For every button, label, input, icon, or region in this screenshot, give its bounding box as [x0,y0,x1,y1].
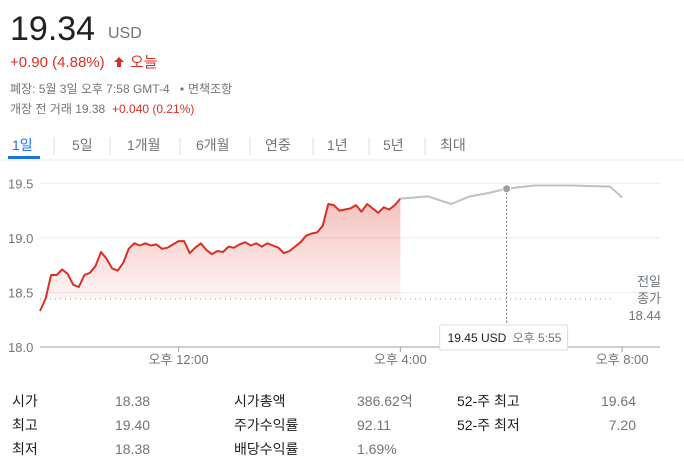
change: +0.90 (4.88%) [10,54,105,71]
tooltip-point [502,184,512,194]
price-line [39,197,402,312]
x-tick-label: 오후 8:00 [596,352,649,367]
disclaimer-link[interactable]: 면책조항 [188,81,232,96]
area [40,198,401,311]
tab[interactable]: 1개월 [127,137,161,153]
stat-value: 7.20 [609,417,636,433]
price: 19.34 [10,10,95,48]
tab[interactable]: 연중 [265,137,291,153]
period: 오늘 [130,54,158,71]
premarket: 개장 전 거래 19.38 [10,102,106,116]
y-tick-label: 19.5 [8,176,33,191]
x-tick-label: 오후 4:00 [374,352,427,367]
stat-label: 52-주 최저 [457,417,520,433]
tooltip-box [439,324,569,351]
previous-close-label: 전일 [637,274,661,289]
close-info: 폐장: 5월 3일 오후 7:58 GMT-4 [10,82,170,96]
tab[interactable]: 최대 [440,137,466,153]
separator-dot [180,87,184,91]
tab[interactable]: 5일 [72,137,93,153]
stat-label: 주가수익률 [234,417,299,433]
stat-value: 19.40 [115,417,150,433]
stat-label: 52-주 최고 [457,393,520,409]
chart: 18.0 18.5 19.0 19.5 오후 12:00 오후 4:00 오후 8:00 전일… [8,176,661,367]
tooltip-value: 19.45 USD [448,331,507,345]
tab[interactable]: 6개월 [196,137,230,153]
stat-label: 최저 [12,441,38,457]
tab[interactable]: 5년 [383,137,404,153]
stat-label: 시가총액 [234,393,286,409]
tab[interactable]: 1년 [327,137,348,153]
stat-label: 최고 [12,417,38,433]
previous-close-label: 종가 [637,291,661,306]
stat-value: 386.62억 [357,393,413,409]
stat-value: 18.38 [115,441,150,457]
x-tick-label: 오후 12:00 [149,352,209,367]
price-line [400,184,623,205]
premarket-change: +0.040 (0.21%) [112,102,194,116]
y-tick-label: 18.5 [8,285,33,300]
currency: USD [108,25,142,42]
stat-value: 18.38 [115,393,150,409]
up-arrow [114,57,124,67]
tooltip-time: 오후 5:55 [513,331,562,345]
stat-value: 92.11 [357,417,391,433]
tab[interactable]: 1일 [12,137,33,153]
stat-label: 시가 [12,393,38,409]
stat-value: 19.64 [601,393,636,409]
stat-value: 1.69% [357,441,397,457]
stat-label: 배당수익률 [234,441,299,457]
previous-close-value: 18.44 [628,308,661,323]
tabs: 1일 5일 1개월 6개월 연중 1년 5년 최대 [8,137,466,159]
tab-underline [8,156,40,159]
y-tick-label: 19.0 [8,231,33,246]
y-tick-label: 18.0 [8,340,33,355]
